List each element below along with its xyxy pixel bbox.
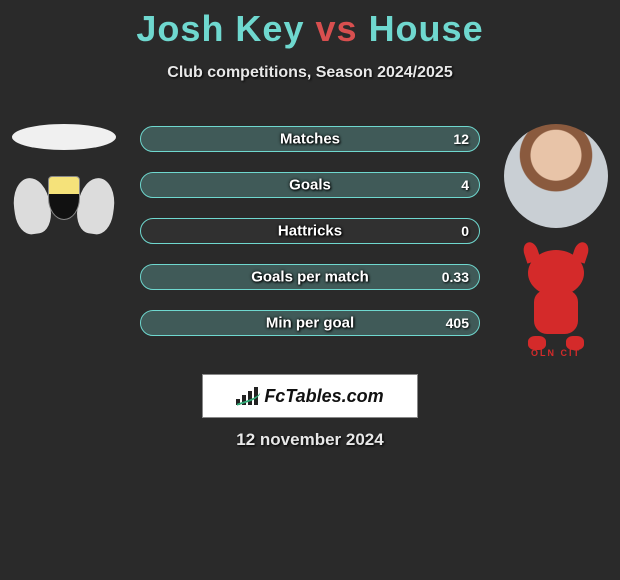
player1-name: Josh Key <box>136 8 304 49</box>
player1-avatar <box>12 124 116 150</box>
stat-value-right: 12 <box>453 131 469 147</box>
player2-name: House <box>369 8 484 49</box>
stat-row: Hattricks 0 <box>140 218 480 244</box>
stat-row: Goals 4 <box>140 172 480 198</box>
stat-row: Min per goal 405 <box>140 310 480 336</box>
stats-bars: Matches 12 Goals 4 Hattricks 0 Goals per match… <box>140 126 480 356</box>
chart-icon <box>236 387 258 405</box>
stat-label: Min per goal <box>266 315 354 332</box>
crest-text: OLN CIT <box>504 348 608 358</box>
stat-value-right: 405 <box>446 315 469 331</box>
player1-club-crest <box>14 170 114 246</box>
source-badge: FcTables.com <box>202 374 418 418</box>
crest-wing-icon <box>74 176 117 236</box>
stat-label: Matches <box>280 131 340 148</box>
stat-value-right: 4 <box>461 177 469 193</box>
date-label: 12 november 2024 <box>0 430 620 450</box>
stat-row: Matches 12 <box>140 126 480 152</box>
player2-club-crest: OLN CIT <box>504 246 608 356</box>
crest-shield-icon <box>48 176 80 220</box>
stat-row: Goals per match 0.33 <box>140 264 480 290</box>
subtitle: Club competitions, Season 2024/2025 <box>0 64 620 82</box>
right-column: OLN CIT <box>500 124 612 356</box>
badge-text: FcTables.com <box>264 386 383 407</box>
stat-label: Goals per match <box>251 269 369 286</box>
vs-label: vs <box>316 8 358 49</box>
crest-body-icon <box>534 290 578 334</box>
stat-value-right: 0 <box>461 223 469 239</box>
left-column <box>8 124 120 246</box>
player2-avatar <box>504 124 608 228</box>
stat-label: Goals <box>289 177 331 194</box>
stat-value-right: 0.33 <box>442 269 469 285</box>
stat-label: Hattricks <box>278 223 342 240</box>
comparison-title: Josh Key vs House <box>0 0 620 50</box>
